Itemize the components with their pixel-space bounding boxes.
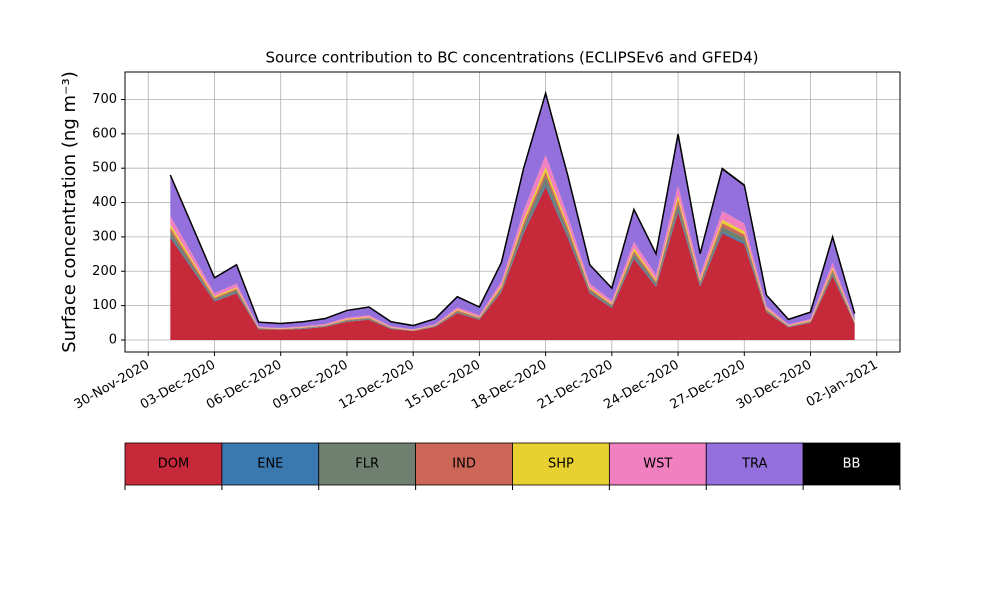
total-outline [169,90,856,327]
x-tick-label: 30-Dec-2020 [734,358,814,413]
y-tick-label: 700 [92,92,117,107]
legend-label: SHP [548,457,574,472]
y-tick-label: 0 [109,332,117,347]
x-tick-label: 02-Jan-2021 [804,358,881,411]
legend-swatch [512,442,610,486]
plot-frame [124,71,901,353]
area-dom [170,186,855,340]
chart-title: Source contribution to BC concentrations… [265,49,758,67]
y-axis-label: Surface concentration (ng m⁻³) [59,71,80,353]
legend-label: IND [452,457,476,472]
legend-label: FLR [355,457,379,472]
y-tick-label: 200 [92,264,117,279]
y-tick-label: 400 [92,195,117,210]
legend-swatch [705,442,804,486]
legend-swatch [415,442,513,486]
legend-label: BB [843,457,861,472]
legend-label: DOM [158,457,189,472]
legend-label: TRA [741,457,767,472]
area-tra [170,95,855,330]
legend-swatch [608,442,707,486]
legend-label: WST [643,457,672,472]
y-tick-label: 500 [92,161,117,176]
y-tick-label: 600 [92,126,117,141]
y-tick-label: 300 [92,229,117,244]
legend-swatch [802,442,901,486]
y-tick-label: 100 [92,298,117,313]
legend-swatch [318,442,417,486]
legend-label: ENE [257,457,283,472]
legend-swatch [221,442,320,486]
